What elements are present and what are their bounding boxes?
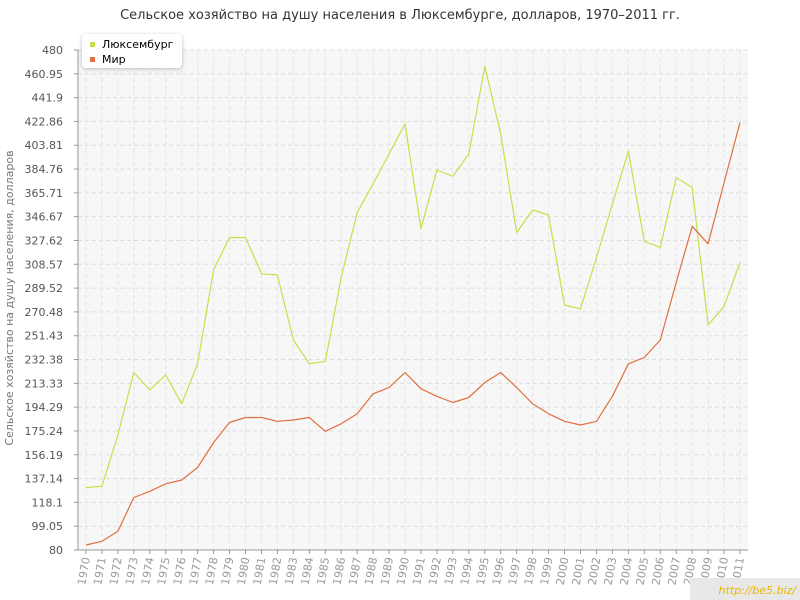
legend-item-luxembourg[interactable]: Люксембург	[90, 37, 173, 51]
y-tick-label: 403.81	[25, 139, 64, 152]
watermark[interactable]: http://be5.biz/	[690, 578, 800, 600]
x-tick-label: 1988	[362, 556, 380, 586]
y-tick-label: 365.71	[25, 187, 64, 200]
x-tick-label: 1980	[235, 556, 253, 586]
plot-area	[78, 50, 748, 550]
x-tick-label: 2002	[586, 556, 604, 586]
y-axis-label: Сельское хозяйство на душу населения, до…	[3, 150, 16, 445]
x-tick-label: 2003	[602, 556, 620, 586]
series-line-world	[85, 122, 741, 546]
y-tick-label: 232.38	[25, 354, 64, 367]
x-tick-label: 1982	[267, 556, 285, 586]
x-tick-label: 1976	[171, 556, 189, 586]
x-tick-label: 2005	[634, 556, 652, 586]
y-tick-label: 441.9	[32, 92, 64, 105]
x-tick-label: 1984	[299, 556, 317, 586]
y-tick-label: 251.43	[25, 330, 64, 343]
x-tick-label: 1996	[490, 556, 508, 586]
y-tick-label: 327.62	[25, 234, 64, 247]
y-tick-label: 137.14	[25, 473, 64, 486]
series-line-luxembourg	[85, 65, 741, 489]
y-tick-label: 270.48	[25, 306, 64, 319]
legend: Люксембург Мир	[82, 34, 182, 68]
x-tick-label: 1981	[251, 556, 269, 586]
legend-label-luxembourg: Люксембург	[102, 37, 174, 51]
x-tick-label: 1992	[426, 556, 444, 586]
y-tick-label: 194.29	[25, 401, 64, 414]
x-tick-label: 1989	[378, 556, 396, 586]
y-tick-label: 289.52	[25, 282, 64, 295]
legend-swatch-world	[90, 56, 95, 62]
y-tick-label: 480	[42, 44, 63, 57]
y-tick-label: 346.67	[25, 211, 64, 224]
x-tick-label: 2000	[554, 556, 572, 586]
x-tick-label: 2007	[666, 556, 684, 586]
x-tick-label: 1994	[458, 556, 476, 586]
y-tick-label: 99.05	[32, 520, 64, 533]
y-tick-label: 384.76	[25, 163, 64, 176]
y-tick-label: 80	[49, 544, 63, 557]
legend-swatch-luxembourg	[90, 41, 95, 47]
x-tick-label: 1970	[75, 556, 93, 586]
x-tick-label: 1999	[538, 556, 556, 586]
x-tick-label: 1990	[394, 556, 412, 586]
y-tick-label: 308.57	[25, 258, 64, 271]
y-tick-label: 460.95	[25, 68, 64, 81]
x-tick-label: 1987	[346, 556, 364, 586]
y-tick-label: 213.33	[25, 377, 64, 390]
x-tick-label: 2001	[570, 556, 588, 586]
x-tick-label: 1973	[123, 556, 141, 586]
x-tick-label: 1983	[283, 556, 301, 586]
x-tick-label: 1995	[474, 556, 492, 586]
y-tick-label: 422.86	[25, 115, 64, 128]
x-tick-label: 1978	[203, 556, 221, 586]
y-tick-label: 156.19	[25, 449, 64, 462]
x-tick-label: 1991	[410, 556, 428, 586]
x-tick-label: 1986	[331, 556, 349, 586]
x-tick-label: 1974	[139, 556, 157, 586]
y-tick-label: 118.1	[32, 496, 64, 509]
x-tick-label: 2006	[650, 556, 668, 586]
legend-item-world[interactable]: Мир	[90, 52, 126, 66]
watermark-link[interactable]: http://be5.biz/	[718, 584, 796, 597]
x-tick-label: 1977	[187, 556, 205, 586]
x-tick-label: 1993	[442, 556, 460, 586]
x-tick-label: 1972	[107, 556, 125, 586]
x-tick-label: 1998	[522, 556, 540, 586]
x-tick-label: 2004	[618, 556, 636, 586]
x-tick-label: 1997	[506, 556, 524, 586]
x-tick-label: 1971	[91, 556, 109, 586]
x-tick-label: 1979	[219, 556, 237, 586]
y-tick-label: 175.24	[25, 425, 64, 438]
x-tick-label: 1975	[155, 556, 173, 586]
x-tick-label: 1985	[315, 556, 333, 586]
chart-title: Сельское хозяйство на душу населения в Л…	[120, 8, 680, 23]
legend-label-world: Мир	[102, 52, 126, 66]
